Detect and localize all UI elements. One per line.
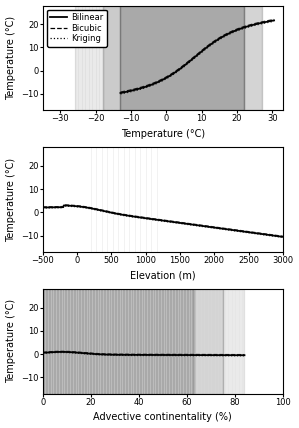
Bar: [244, 6, 262, 110]
X-axis label: Elevation (m): Elevation (m): [130, 270, 196, 281]
X-axis label: Temperature (°C): Temperature (°C): [121, 129, 205, 139]
Legend: Bilinear, Bicubic, Kriging: Bilinear, Bicubic, Kriging: [47, 10, 107, 47]
Bar: [194, 289, 223, 394]
Y-axis label: Temperature (°C): Temperature (°C): [6, 16, 16, 100]
Bar: [43, 289, 194, 394]
Bar: [103, 6, 120, 110]
X-axis label: Advective continentality (%): Advective continentality (%): [94, 413, 232, 422]
Y-axis label: Temperature (°C): Temperature (°C): [6, 158, 16, 242]
Bar: [74, 6, 103, 110]
Bar: [223, 289, 245, 394]
Y-axis label: Temperature (°C): Temperature (°C): [6, 299, 16, 383]
Bar: [120, 6, 244, 110]
